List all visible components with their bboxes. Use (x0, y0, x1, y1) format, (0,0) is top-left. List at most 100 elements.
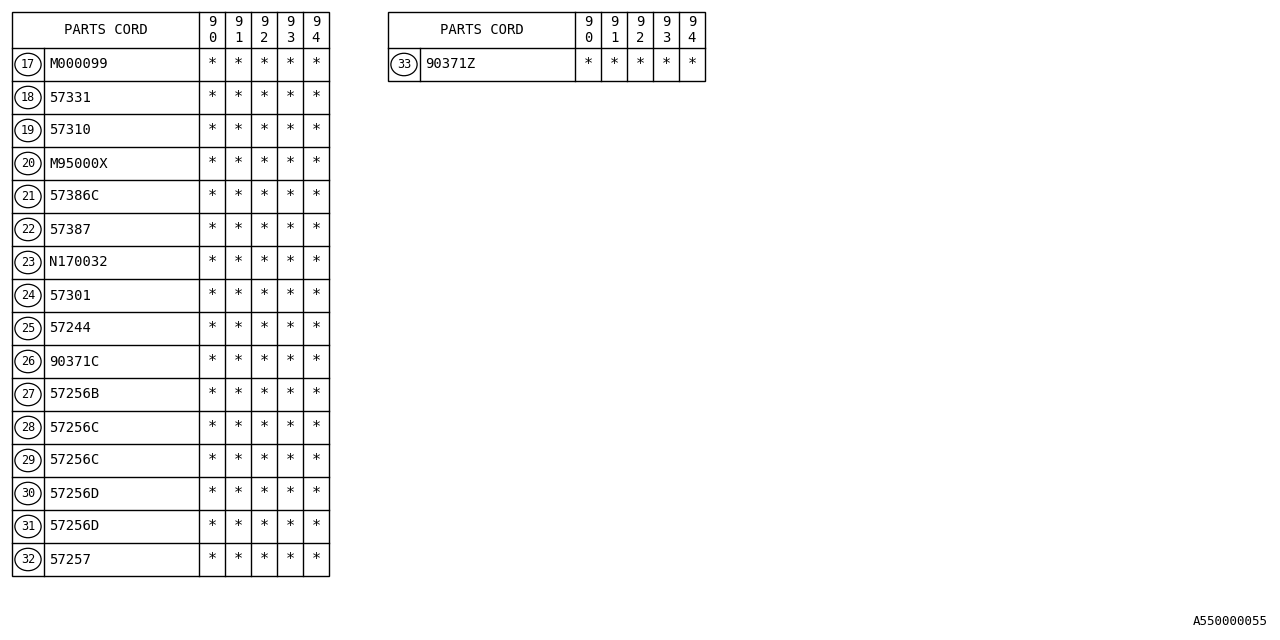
Text: 2: 2 (636, 31, 644, 45)
Text: *: * (207, 123, 216, 138)
Text: 57256D: 57256D (49, 520, 100, 534)
Text: 27: 27 (20, 388, 35, 401)
Text: *: * (233, 354, 243, 369)
Text: *: * (285, 288, 294, 303)
Text: *: * (260, 255, 269, 270)
Text: *: * (285, 420, 294, 435)
Text: 57310: 57310 (49, 124, 91, 138)
Text: 57301: 57301 (49, 289, 91, 303)
Text: *: * (285, 387, 294, 402)
Ellipse shape (15, 350, 41, 372)
Ellipse shape (15, 284, 41, 307)
Text: *: * (207, 90, 216, 105)
Ellipse shape (15, 252, 41, 274)
Text: *: * (311, 123, 320, 138)
Text: *: * (260, 486, 269, 501)
Text: *: * (311, 486, 320, 501)
Text: 57256D: 57256D (49, 486, 100, 500)
Bar (388, 12, 705, 81)
Text: *: * (285, 552, 294, 567)
Ellipse shape (15, 548, 41, 571)
Text: 9: 9 (584, 15, 593, 29)
Text: 0: 0 (207, 31, 216, 45)
Text: 20: 20 (20, 157, 35, 170)
Text: *: * (233, 57, 243, 72)
Text: 57386C: 57386C (49, 189, 100, 204)
Ellipse shape (15, 317, 41, 340)
Text: *: * (311, 222, 320, 237)
Text: 9: 9 (687, 15, 696, 29)
Text: *: * (233, 486, 243, 501)
Text: *: * (311, 288, 320, 303)
Text: *: * (285, 321, 294, 336)
Text: *: * (584, 57, 593, 72)
Text: 33: 33 (397, 58, 411, 71)
Text: *: * (233, 387, 243, 402)
Text: 28: 28 (20, 421, 35, 434)
Text: 2: 2 (260, 31, 269, 45)
Text: *: * (260, 321, 269, 336)
Ellipse shape (15, 152, 41, 175)
Ellipse shape (390, 53, 417, 76)
Text: *: * (285, 486, 294, 501)
Text: *: * (285, 90, 294, 105)
Bar (12, 12, 329, 576)
Text: PARTS CORD: PARTS CORD (439, 23, 524, 37)
Text: *: * (260, 519, 269, 534)
Text: 9: 9 (207, 15, 216, 29)
Text: 57331: 57331 (49, 90, 91, 104)
Text: *: * (207, 222, 216, 237)
Text: *: * (260, 189, 269, 204)
Text: 25: 25 (20, 322, 35, 335)
Text: *: * (260, 420, 269, 435)
Text: *: * (311, 453, 320, 468)
Text: 30: 30 (20, 487, 35, 500)
Text: *: * (207, 156, 216, 171)
Text: *: * (311, 354, 320, 369)
Text: *: * (233, 321, 243, 336)
Text: *: * (207, 486, 216, 501)
Text: 22: 22 (20, 223, 35, 236)
Text: *: * (207, 57, 216, 72)
Text: 90371Z: 90371Z (425, 58, 475, 72)
Text: *: * (260, 453, 269, 468)
Text: 1: 1 (234, 31, 242, 45)
Text: *: * (285, 222, 294, 237)
Text: *: * (311, 387, 320, 402)
Ellipse shape (15, 53, 41, 76)
Text: 21: 21 (20, 190, 35, 203)
Text: PARTS CORD: PARTS CORD (64, 23, 147, 37)
Text: 26: 26 (20, 355, 35, 368)
Text: 29: 29 (20, 454, 35, 467)
Text: *: * (233, 552, 243, 567)
Text: *: * (311, 57, 320, 72)
Text: 57256C: 57256C (49, 454, 100, 467)
Text: A550000055: A550000055 (1193, 615, 1268, 628)
Text: 23: 23 (20, 256, 35, 269)
Text: *: * (260, 288, 269, 303)
Text: *: * (207, 321, 216, 336)
Text: 18: 18 (20, 91, 35, 104)
Text: *: * (260, 387, 269, 402)
Text: *: * (207, 453, 216, 468)
Text: 3: 3 (662, 31, 671, 45)
Text: *: * (260, 552, 269, 567)
Text: *: * (207, 387, 216, 402)
Text: 19: 19 (20, 124, 35, 137)
Text: *: * (233, 288, 243, 303)
Text: 1: 1 (609, 31, 618, 45)
Text: *: * (207, 420, 216, 435)
Text: *: * (207, 189, 216, 204)
Text: M000099: M000099 (49, 58, 108, 72)
Text: *: * (311, 90, 320, 105)
Ellipse shape (15, 119, 41, 141)
Text: *: * (233, 123, 243, 138)
Text: *: * (311, 156, 320, 171)
Text: *: * (207, 288, 216, 303)
Text: *: * (233, 222, 243, 237)
Ellipse shape (15, 86, 41, 109)
Text: 57387: 57387 (49, 223, 91, 237)
Text: *: * (635, 57, 645, 72)
Text: *: * (311, 321, 320, 336)
Ellipse shape (15, 515, 41, 538)
